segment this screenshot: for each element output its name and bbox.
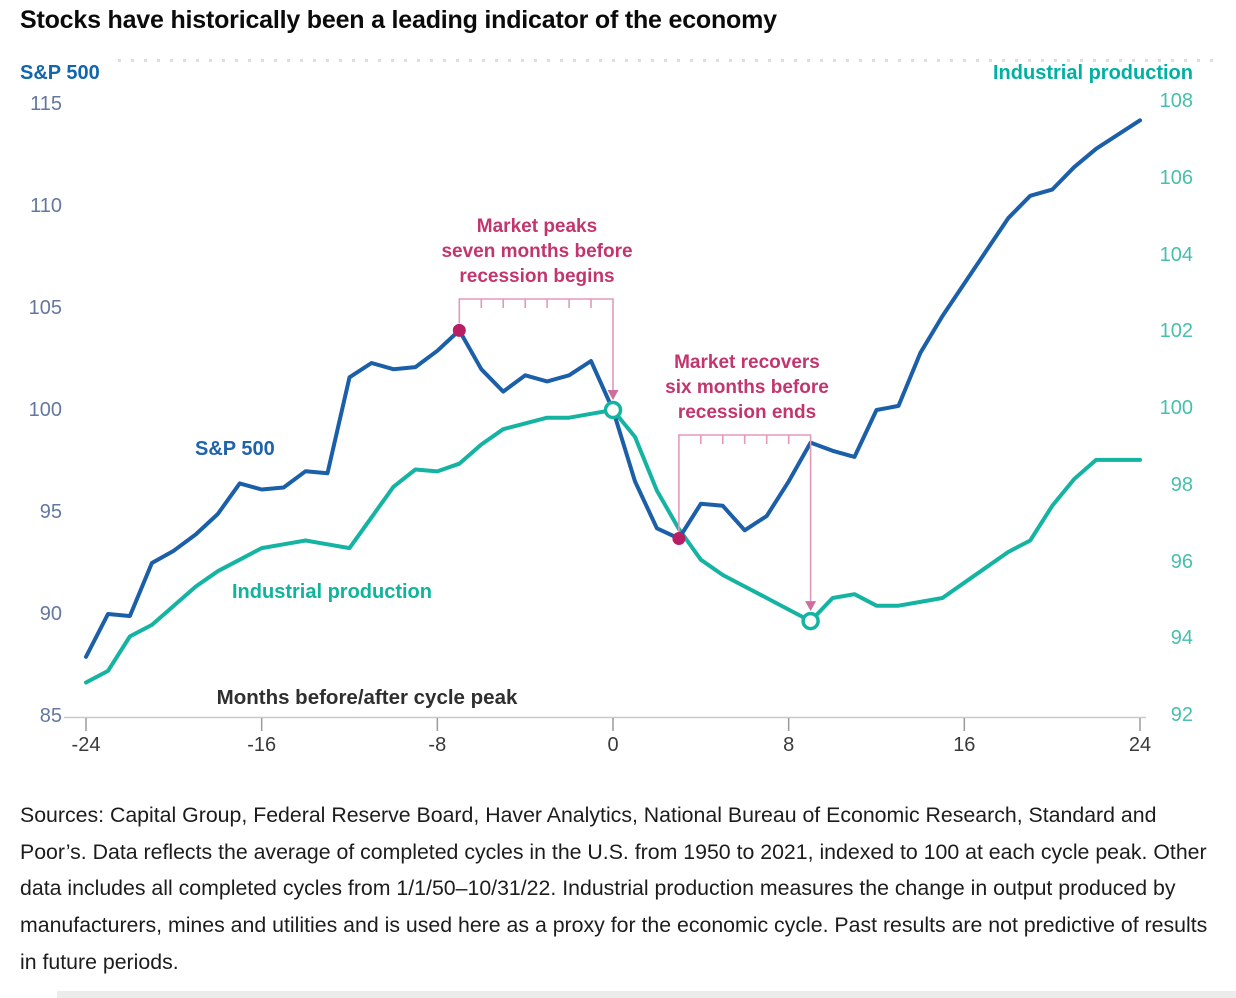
source-note: Sources: Capital Group, Federal Reserve … — [20, 803, 1208, 974]
arrowhead-icon — [607, 390, 619, 400]
annotation-brackets — [458, 298, 817, 612]
x-axis-tick-label: 0 — [607, 734, 619, 756]
left-axis-tick-label: 115 — [30, 93, 62, 115]
bracket-ruler — [458, 298, 614, 390]
right-axis-tick-label: 96 — [1170, 550, 1193, 573]
bottom-edge-strip — [57, 991, 1236, 998]
right-axis-tick-label: 100 — [1159, 397, 1193, 419]
right-axis-tick-label: 108 — [1159, 90, 1193, 112]
x-axis-tick-label: 8 — [783, 734, 795, 756]
left-axis-tick-label: 95 — [39, 501, 62, 523]
page-title: Stocks have historically been a leading … — [20, 6, 777, 34]
target-open-circle-marker — [801, 611, 820, 631]
indprod-series-label: Industrial production — [232, 581, 432, 603]
annotation-markers — [452, 323, 820, 631]
right-axis-tick-label: 92 — [1170, 704, 1193, 726]
right-axis-tick-label: 102 — [1159, 320, 1193, 343]
left-axis-tick-label: 100 — [28, 399, 62, 421]
right-axis-tick-label: 106 — [1159, 166, 1193, 189]
right-axis-header: Industrial production — [993, 62, 1193, 84]
x-axis-tick-label: -24 — [71, 734, 101, 756]
left-axis-tick-label: 90 — [39, 603, 62, 625]
sp500-series-label: S&P 500 — [195, 438, 275, 460]
x-axis-title: Months before/after cycle peak — [216, 686, 518, 709]
event-dot-marker — [672, 532, 686, 545]
left-axis-header: S&P 500 — [20, 62, 100, 84]
right-axis-tick-label: 98 — [1170, 473, 1193, 496]
right-axis-tick-label: 94 — [1170, 627, 1193, 650]
annotation-market-recovers: Market recovers six months before recess… — [665, 352, 829, 423]
event-dot-marker — [452, 323, 466, 337]
arrowhead-icon — [805, 601, 817, 612]
annotation-market-peaks: Market peaks seven months before recessi… — [441, 216, 633, 287]
left-axis-tick-label: 85 — [39, 705, 62, 727]
left-axis-tick-label: 105 — [28, 297, 62, 319]
x-axis-tick-label: -8 — [428, 734, 447, 756]
bracket-ruler — [678, 434, 812, 602]
x-axis — [64, 716, 1146, 731]
left-axis-tick-label: 110 — [30, 195, 62, 217]
right-axis-tick-label: 104 — [1159, 243, 1193, 266]
x-axis-tick-label: -16 — [247, 734, 277, 756]
x-axis-tick-label: 24 — [1128, 734, 1152, 756]
target-open-circle-marker — [603, 400, 623, 420]
chart-canvas — [64, 118, 1146, 731]
x-axis-tick-label: 16 — [953, 734, 976, 756]
dotted-divider — [118, 59, 1223, 62]
